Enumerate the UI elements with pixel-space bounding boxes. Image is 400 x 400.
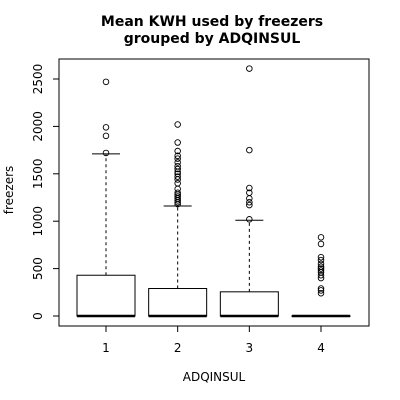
x-tick-label: 4 (317, 341, 325, 355)
box-group-2 (148, 121, 208, 318)
outlier-point (174, 170, 181, 178)
outlier-point (246, 198, 253, 206)
outlier-point (317, 253, 325, 261)
outlier-point (317, 285, 325, 292)
box-group-1 (76, 78, 136, 318)
outlier-point (246, 189, 253, 197)
outlier-point (246, 65, 253, 72)
outlier-point (102, 124, 110, 131)
outlier-point (174, 155, 181, 162)
box-group-4 (291, 234, 351, 318)
outlier-point (102, 78, 110, 86)
outlier-point (174, 121, 181, 128)
outlier-point (174, 147, 181, 155)
outlier-point (317, 267, 325, 274)
box-group-3 (219, 65, 279, 318)
outlier-point (246, 184, 253, 192)
outlier-point (174, 189, 181, 197)
x-axis: 1 2 3 4 (102, 326, 325, 355)
chart-title-line-1: Mean KWH used by freezers (101, 14, 323, 30)
outlier-point (317, 263, 325, 270)
outlier-point (317, 265, 325, 272)
outlier-point (174, 159, 181, 166)
outlier-point (317, 289, 325, 297)
y-tick-label: 2000 (31, 111, 45, 142)
outlier-point (102, 149, 110, 157)
y-tick-label: 1500 (31, 159, 45, 190)
x-tick-label: 3 (246, 341, 254, 355)
boxes-layer (76, 65, 351, 318)
outlier-point (317, 287, 325, 294)
outlier-point (174, 165, 181, 173)
outlier-point (174, 180, 181, 187)
outlier-point (174, 173, 181, 180)
outlier-point (317, 271, 325, 279)
outlier-point (317, 256, 325, 264)
y-tick-label: 0 (31, 312, 45, 320)
box (76, 274, 136, 317)
y-tick-label: 1000 (31, 206, 45, 237)
box (219, 291, 279, 317)
box (148, 288, 208, 317)
outlier-point (174, 139, 181, 146)
x-tick-label: 1 (102, 341, 110, 355)
y-axis-label: freezers (2, 166, 16, 215)
outlier-point (102, 132, 110, 140)
outlier-point (317, 260, 325, 268)
outlier-point (246, 195, 253, 202)
outlier-point (174, 152, 181, 160)
outlier-point (174, 185, 181, 193)
outlier-point (246, 146, 253, 154)
x-tick-label: 2 (174, 341, 182, 355)
y-tick-label: 2500 (31, 64, 45, 95)
y-axis: 0 500 1000 1500 2000 2500 (31, 64, 59, 320)
outlier-point (246, 201, 253, 209)
outlier-point (317, 240, 325, 248)
outlier-point (174, 193, 181, 200)
chart-title-line-2: grouped by ADQINSUL (124, 31, 301, 47)
y-tick-label: 500 (31, 257, 45, 280)
plot-frame (58, 58, 370, 327)
outlier-point (174, 162, 181, 170)
outlier-point (317, 234, 325, 241)
x-axis-label: ADQINSUL (183, 370, 246, 384)
outlier-point (246, 216, 253, 223)
